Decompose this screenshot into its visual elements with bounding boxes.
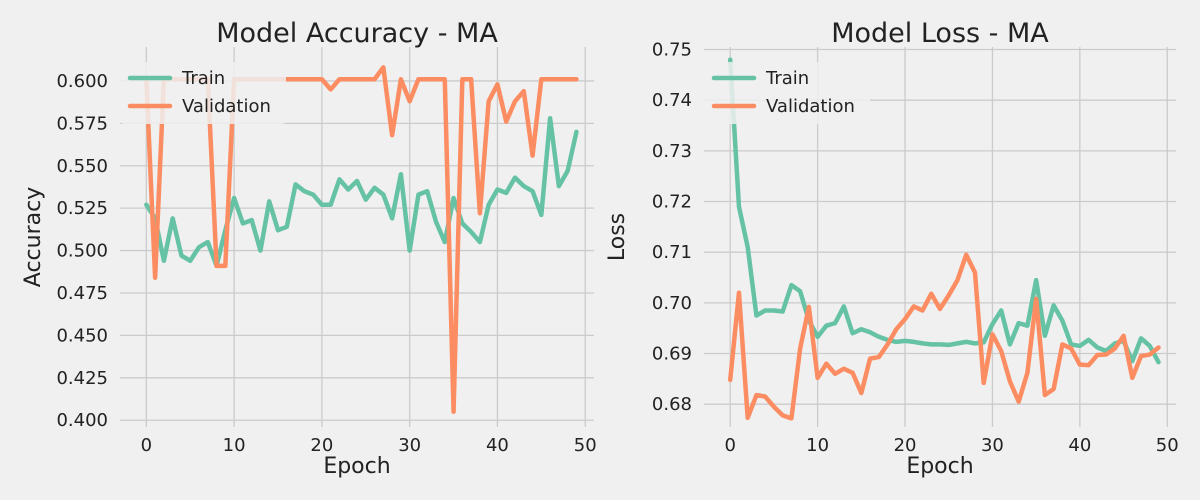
loss-series-train-line xyxy=(727,57,1161,365)
accuracy-y-tick-label: 0.400 xyxy=(56,410,108,431)
loss-x-tick-label: 20 xyxy=(894,435,917,456)
accuracy-y-tick-label: 0.525 xyxy=(56,198,108,219)
loss-x-tick-label: 40 xyxy=(1068,435,1091,456)
accuracy-y-tick-label: 0.575 xyxy=(56,113,108,134)
accuracy-y-tick-label: 0.600 xyxy=(56,71,108,92)
loss-y-tick-label: 0.71 xyxy=(652,242,692,263)
accuracy-chart-title: Model Accuracy - MA xyxy=(216,18,498,49)
accuracy-x-tick-label: 50 xyxy=(574,435,597,456)
loss-legend-label-train: Train xyxy=(765,68,809,89)
loss-y-tick-label: 0.68 xyxy=(652,394,692,415)
loss-series-validation-line xyxy=(727,252,1161,421)
loss-y-tick-label: 0.69 xyxy=(652,344,692,365)
loss-y-tick-label: 0.72 xyxy=(652,192,692,213)
loss-chart: 0 10 20 30 40 50 0.68 0.69 0.70 0.71 0.72 0.73 0.74 0… xyxy=(605,18,1179,479)
loss-y-tick-label: 0.70 xyxy=(652,293,692,314)
loss-y-tick-label: 0.75 xyxy=(652,40,692,61)
accuracy-y-tick-label: 0.500 xyxy=(56,241,108,262)
accuracy-x-axis-label: Epoch xyxy=(323,454,390,479)
accuracy-series-validation-line xyxy=(144,65,579,414)
accuracy-y-tick-label: 0.450 xyxy=(56,325,108,346)
accuracy-y-tick-label: 0.425 xyxy=(56,368,108,389)
accuracy-x-tick-label: 20 xyxy=(310,435,333,456)
loss-y-tick-label: 0.74 xyxy=(652,90,692,111)
accuracy-x-tick-label: 30 xyxy=(398,435,421,456)
loss-x-tick-label: 0 xyxy=(724,435,735,456)
accuracy-y-tick-label: 0.475 xyxy=(56,283,108,304)
accuracy-y-axis-label: Accuracy xyxy=(21,187,46,287)
loss-x-tick-label: 30 xyxy=(981,435,1004,456)
loss-chart-title: Model Loss - MA xyxy=(831,18,1049,49)
loss-x-axis-label: Epoch xyxy=(906,454,973,479)
accuracy-legend-label-train: Train xyxy=(181,68,225,89)
accuracy-x-tick-label: 0 xyxy=(141,435,152,456)
loss-legend-label-validation: Validation xyxy=(766,96,855,117)
accuracy-legend-label-validation: Validation xyxy=(182,96,271,117)
accuracy-chart: 0 10 20 30 40 50 0.400 0.425 0.450 0.475 0.500 0.52… xyxy=(21,18,597,479)
loss-x-tick-label: 10 xyxy=(806,435,829,456)
accuracy-y-tick-label: 0.550 xyxy=(56,156,108,177)
loss-y-tick-label: 0.73 xyxy=(652,141,692,162)
accuracy-x-tick-label: 10 xyxy=(223,435,246,456)
loss-x-tick-label: 50 xyxy=(1156,435,1179,456)
accuracy-x-tick-label: 40 xyxy=(486,435,509,456)
loss-y-axis-label: Loss xyxy=(605,213,630,261)
